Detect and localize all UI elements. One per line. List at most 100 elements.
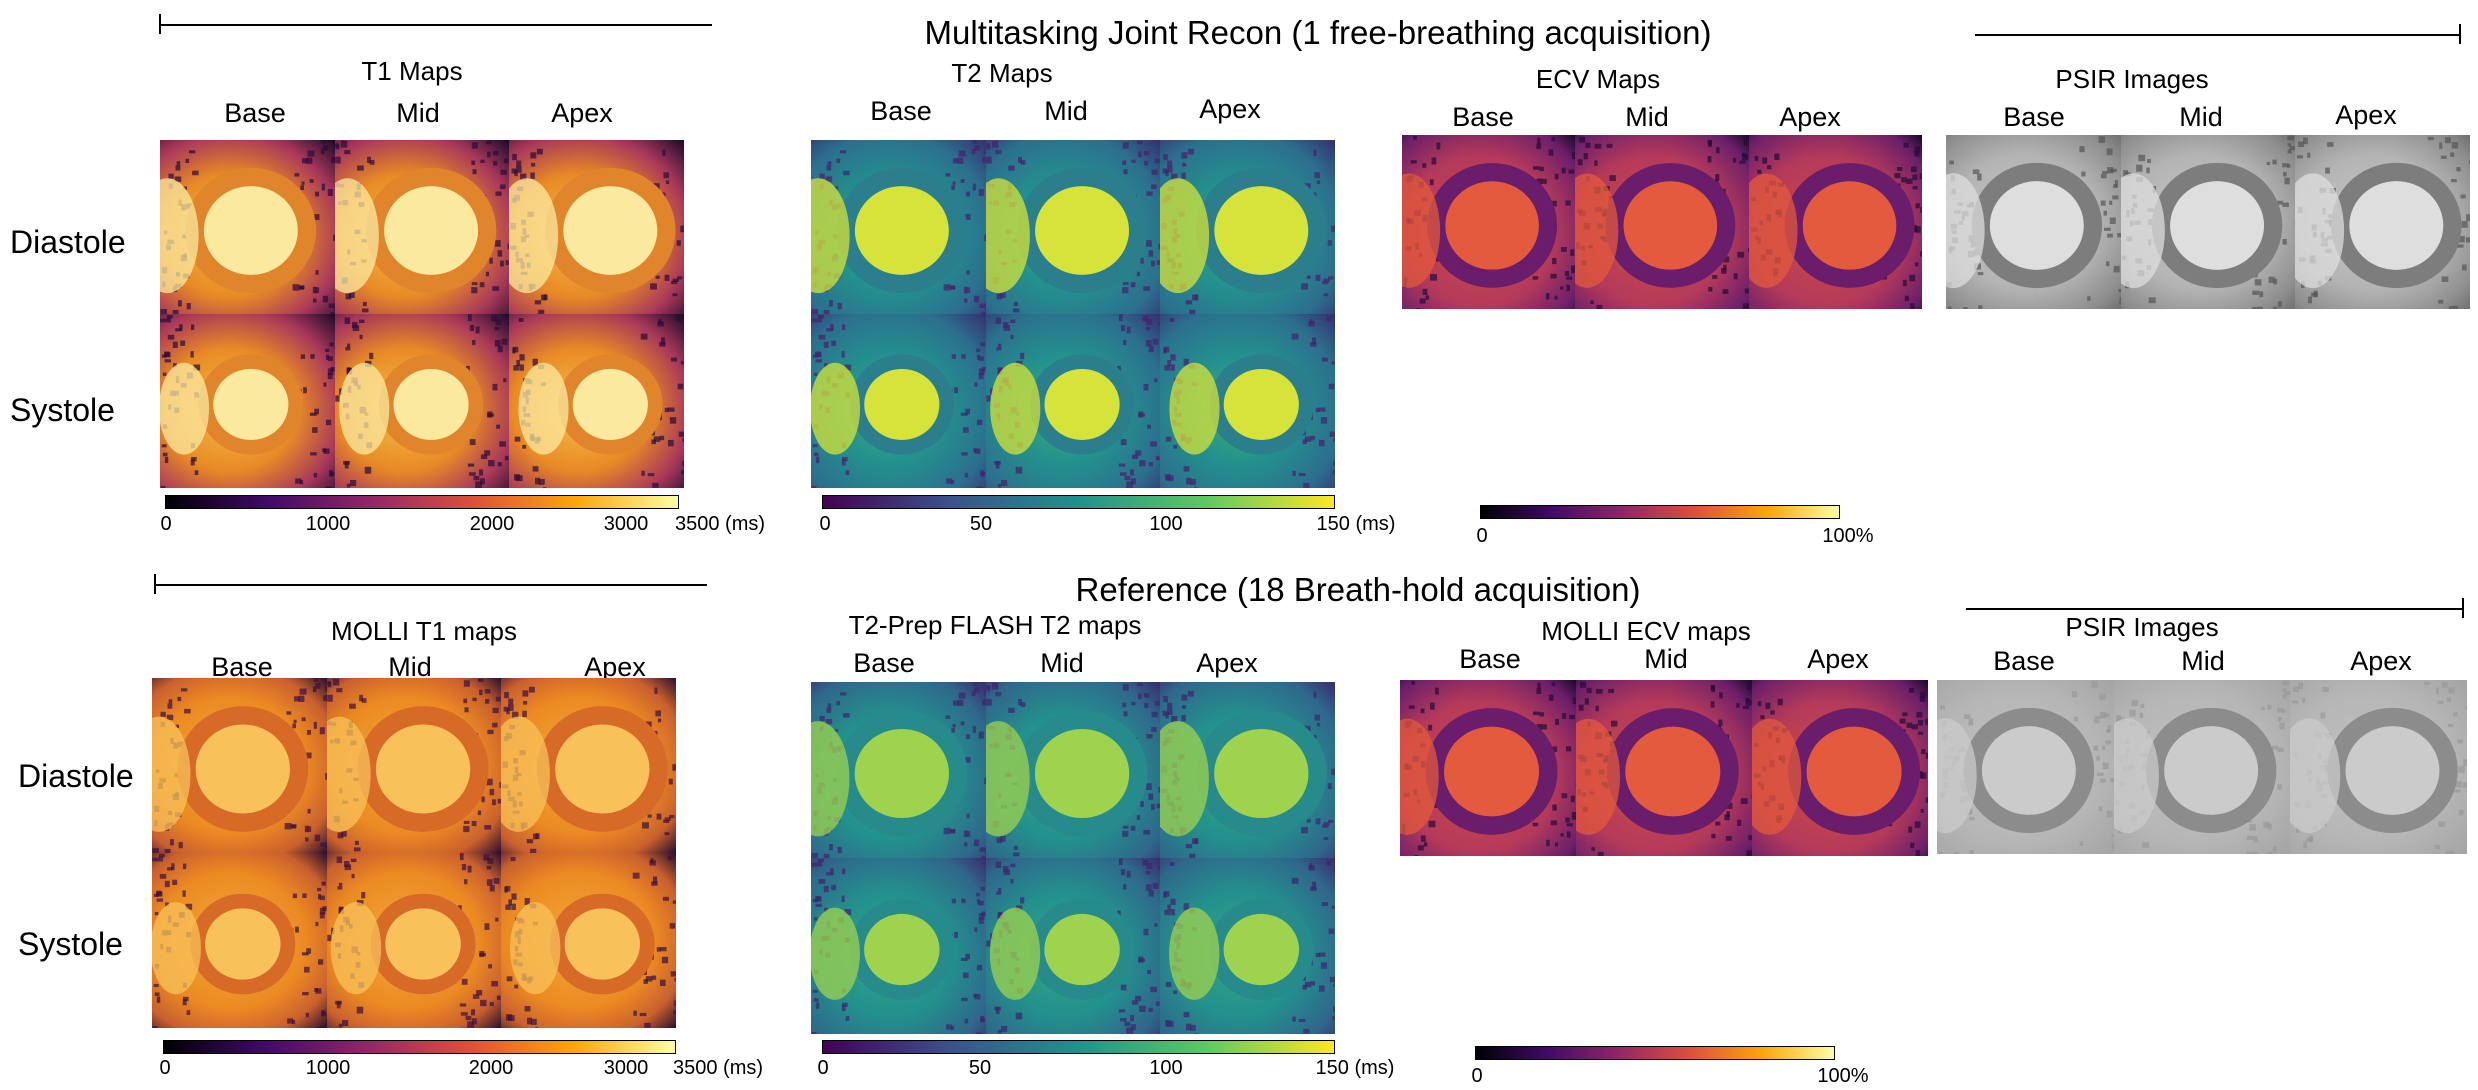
psir-top-image-grid [1946, 135, 2470, 309]
t1-tick-2: 2000 [469, 513, 515, 535]
molli-ecv-col-mid: Mid [1644, 644, 1688, 674]
t2-col-apex: Apex [1199, 94, 1261, 124]
t1-col-apex: Apex [551, 98, 613, 128]
molli-ecv-panel-title: MOLLI ECV maps [1541, 616, 1751, 646]
top-right-bracket-line [1975, 34, 2461, 36]
psir-bottom-image-grid [1937, 680, 2467, 854]
slice-image [152, 678, 327, 853]
slice-image [326, 678, 502, 853]
molli-ecv-tick-0: 0 [1471, 1065, 1483, 1087]
t1-tick-0: 0 [160, 513, 172, 535]
slice-image [501, 853, 676, 1028]
t1-map-image-grid [160, 140, 684, 488]
bottom-left-bracket-line [155, 584, 707, 586]
bottom-section-title: Reference (18 Breath-hold acquisition) [1075, 571, 1641, 608]
t1-tick-3: 3000 [603, 513, 649, 535]
psir-bottom-col-mid: Mid [2181, 646, 2225, 676]
slice-image [2113, 680, 2291, 854]
row-label-systole-top: Systole [10, 392, 115, 428]
slice-image [1160, 140, 1335, 314]
slice-image [985, 140, 1161, 314]
t1-col-base: Base [224, 98, 286, 128]
top-left-bracket-line [160, 24, 712, 26]
ecv-col-apex: Apex [1779, 102, 1841, 132]
slice-image [2295, 135, 2470, 309]
flash-t2-tick-2: 100 [1149, 1057, 1183, 1079]
slice-image [811, 314, 986, 488]
ecv-map-image-grid [1402, 135, 1922, 309]
t2-tick-3: 150 (ms) [1316, 513, 1396, 535]
slice-image [811, 140, 986, 314]
slice-image [2120, 135, 2296, 309]
slice-image [509, 140, 684, 314]
slice-image [160, 314, 335, 488]
molli-t1-col-apex: Apex [584, 652, 646, 682]
molli-t1-image-grid [152, 678, 676, 1028]
slice-image [985, 682, 1161, 858]
flash-t2-image-grid [811, 682, 1335, 1034]
slice-image [811, 682, 986, 858]
bottom-left-bracket-tick [154, 574, 156, 594]
slice-image [1160, 314, 1335, 488]
flash-t2-colorbar [822, 1040, 1335, 1054]
molli-t1-col-base: Base [211, 652, 273, 682]
t1-col-mid: Mid [396, 98, 440, 128]
slice-image [334, 314, 510, 488]
flash-t2-col-base: Base [853, 648, 915, 678]
flash-t2-tick-0: 0 [817, 1057, 829, 1079]
slice-image [1752, 680, 1928, 856]
top-section-title: Multitasking Joint Recon (1 free-breathi… [924, 14, 1712, 51]
slice-image [1946, 135, 2121, 309]
ecv-col-base: Base [1452, 102, 1514, 132]
psir-bottom-col-apex: Apex [2350, 646, 2412, 676]
slice-image [985, 314, 1161, 488]
slice-image [152, 853, 327, 1028]
top-right-bracket-tick [2459, 24, 2461, 44]
molli-t1-colorbar [163, 1040, 676, 1054]
psir-top-col-base: Base [2003, 102, 2065, 132]
psir-bottom-col-base: Base [1993, 646, 2055, 676]
t2-map-image-grid [811, 140, 1335, 488]
ecv-colorbar [1480, 505, 1840, 519]
flash-t2-col-apex: Apex [1196, 648, 1258, 678]
molli-ecv-tick-1: 100% [1817, 1065, 1869, 1087]
molli-t1-col-mid: Mid [388, 652, 432, 682]
slice-image [334, 140, 510, 314]
psir-bottom-panel-title: PSIR Images [2065, 612, 2219, 642]
bottom-right-bracket-line [1966, 608, 2464, 610]
psir-top-panel-title: PSIR Images [2055, 64, 2209, 94]
t1-colorbar [165, 495, 679, 509]
ecv-panel-title: ECV Maps [1535, 64, 1661, 94]
flash-t2-panel-title: T2-Prep FLASH T2 maps [848, 610, 1142, 640]
slice-image [985, 858, 1161, 1034]
slice-image [1748, 135, 1922, 309]
psir-top-col-mid: Mid [2179, 102, 2223, 132]
row-label-diastole-bottom: Diastole [18, 758, 134, 794]
t1-tick-1: 1000 [305, 513, 351, 535]
molli-t1-tick-1: 1000 [305, 1057, 351, 1079]
slice-image [1160, 858, 1335, 1034]
psir-top-col-apex: Apex [2335, 100, 2397, 130]
slice-image [1575, 135, 1749, 309]
molli-ecv-colorbar [1475, 1046, 1835, 1060]
slice-image [160, 140, 335, 314]
t2-tick-2: 100 [1149, 513, 1183, 535]
t1-panel-title: T1 Maps [361, 56, 463, 86]
slice-image [509, 314, 684, 488]
t2-panel-title: T2 Maps [951, 58, 1053, 88]
molli-ecv-image-grid [1400, 680, 1928, 856]
t2-tick-1: 50 [969, 513, 993, 535]
flash-t2-col-mid: Mid [1040, 648, 1084, 678]
ecv-tick-0: 0 [1476, 525, 1488, 547]
slice-image [501, 678, 676, 853]
molli-t1-tick-3: 3000 [603, 1057, 649, 1079]
molli-t1-panel-title: MOLLI T1 maps [331, 616, 517, 646]
molli-ecv-col-apex: Apex [1807, 644, 1869, 674]
top-left-bracket-tick [159, 14, 161, 34]
slice-image [1937, 680, 2114, 854]
t2-colorbar [822, 495, 1335, 509]
slice-image [811, 858, 986, 1034]
molli-t1-tick-2: 2000 [468, 1057, 514, 1079]
slice-image [1402, 135, 1576, 309]
molli-t1-tick-4: 3500 (ms) [672, 1057, 764, 1079]
